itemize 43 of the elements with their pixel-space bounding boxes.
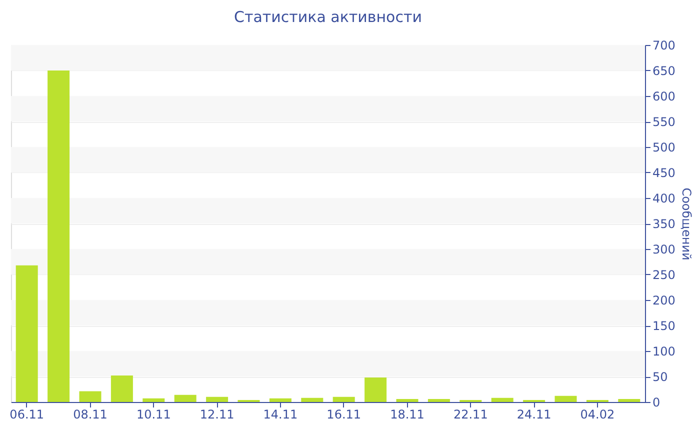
y-tick-label: 300 bbox=[652, 242, 676, 256]
bar bbox=[554, 396, 577, 402]
bar bbox=[364, 378, 387, 402]
y-tick-label: 450 bbox=[652, 166, 676, 180]
x-tick-label: 12.11 bbox=[200, 408, 234, 422]
x-tick-label: 14.11 bbox=[263, 408, 298, 422]
x-tick-label: 16.11 bbox=[326, 408, 362, 422]
y-tick-label: 550 bbox=[652, 115, 676, 129]
bar bbox=[332, 396, 355, 402]
y-tick-label: 100 bbox=[652, 344, 676, 358]
bar bbox=[396, 398, 418, 402]
y-tick-label: 500 bbox=[652, 140, 676, 154]
bar bbox=[16, 265, 38, 402]
x-tick-label: 08.11 bbox=[73, 408, 108, 422]
y-tick-label: 50 bbox=[652, 370, 668, 384]
y-tick-label: 600 bbox=[652, 90, 676, 104]
bar bbox=[428, 398, 450, 402]
bar bbox=[206, 396, 228, 402]
y-tick-label: 650 bbox=[652, 64, 676, 78]
y-tick-label: 200 bbox=[652, 294, 676, 308]
bar bbox=[79, 391, 102, 402]
y-tick-label: 350 bbox=[652, 217, 676, 231]
y-tick-label: 250 bbox=[652, 268, 676, 282]
chart-title: Статистика активности bbox=[234, 8, 422, 26]
bar bbox=[269, 398, 292, 402]
y-tick-label: 150 bbox=[652, 319, 676, 333]
y-tick-label: 700 bbox=[652, 38, 676, 52]
y-tick-label: 0 bbox=[652, 396, 660, 410]
bar bbox=[110, 375, 133, 402]
x-tick-label: 10.11 bbox=[136, 408, 171, 422]
x-tick-label: 18.11 bbox=[390, 408, 424, 422]
bar bbox=[618, 398, 640, 402]
bar bbox=[48, 70, 70, 402]
bar bbox=[174, 394, 196, 402]
y-axis-title: Сообщений bbox=[679, 188, 694, 260]
x-tick-label: 24.11 bbox=[516, 408, 552, 422]
x-tick-label: 04.02 bbox=[580, 408, 615, 422]
x-tick-label: 06.11 bbox=[10, 408, 44, 422]
bar bbox=[142, 398, 165, 402]
bar bbox=[301, 398, 324, 402]
bar bbox=[491, 398, 514, 402]
x-tick-label: 22.11 bbox=[453, 408, 488, 422]
y-tick-label: 400 bbox=[652, 192, 676, 206]
